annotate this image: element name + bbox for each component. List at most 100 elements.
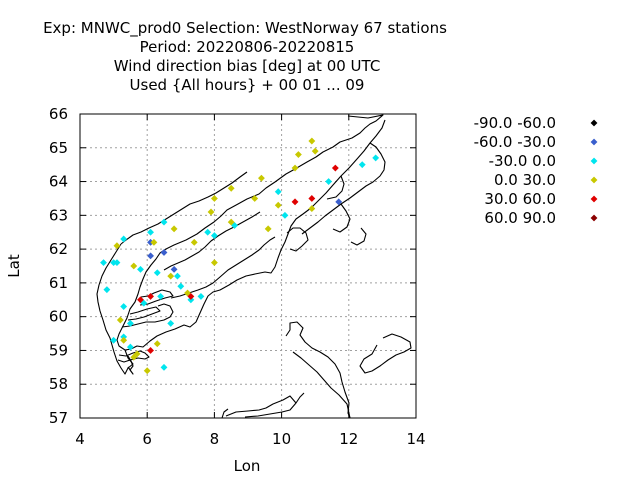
station-point	[174, 272, 181, 280]
y-tick-label: 58	[49, 375, 68, 393]
legend-label: -90.0 -60.0	[474, 114, 556, 132]
station-point	[358, 161, 366, 169]
coastline-map	[96, 114, 412, 419]
station-point	[147, 292, 154, 300]
legend-label: 0.0 30.0	[494, 171, 556, 189]
x-tick-label: 10	[272, 430, 291, 448]
station-point	[184, 289, 191, 297]
x-axis-label: Lon	[234, 457, 261, 475]
station-point	[120, 336, 128, 344]
legend-marker	[590, 119, 598, 127]
station-point	[170, 265, 178, 273]
station-point	[147, 252, 154, 260]
station-point	[308, 195, 316, 202]
y-tick-label: 57	[49, 409, 68, 427]
station-point	[153, 269, 161, 277]
legend-marker	[590, 157, 598, 165]
station-point	[140, 299, 148, 307]
station-point	[100, 259, 107, 267]
station-point	[207, 208, 215, 216]
axis-tick-labels: 4 6 8 10 12 14 57 58 59 60 61 62 63 64 65 66	[49, 105, 426, 448]
station-point	[137, 296, 144, 304]
y-axis-label: Lat	[5, 254, 23, 278]
station-point	[126, 319, 134, 327]
station-point	[308, 205, 316, 213]
legend-marker	[590, 176, 598, 184]
x-tick-label: 8	[210, 430, 220, 448]
station-point	[210, 259, 218, 267]
station-point	[133, 350, 141, 358]
title-line-3: Wind direction bias [deg] at 00 UTC	[114, 57, 381, 75]
y-tick-label: 63	[49, 206, 68, 224]
station-point	[150, 238, 158, 246]
station-point	[251, 195, 259, 202]
title-line-4: Used {All hours} + 00 01 ... 09	[130, 76, 365, 94]
station-point	[227, 184, 235, 192]
legend: -90.0 -60.0-60.0 -30.0-30.0 0.00.0 30.03…	[474, 114, 598, 227]
axis-ticks	[79, 113, 417, 419]
station-point	[294, 151, 302, 158]
station-point	[274, 201, 282, 209]
station-points	[100, 137, 380, 375]
station-point	[231, 222, 238, 229]
x-tick-label: 12	[339, 430, 358, 448]
station-point	[167, 272, 175, 280]
y-tick-label: 66	[49, 105, 68, 123]
station-point	[170, 225, 178, 233]
station-point	[147, 347, 154, 354]
y-tick-label: 65	[49, 139, 68, 157]
y-tick-label: 61	[49, 274, 68, 292]
x-tick-label: 4	[75, 430, 85, 448]
station-point	[227, 218, 235, 226]
station-point	[126, 343, 134, 351]
legend-marker	[590, 138, 598, 146]
y-tick-label: 62	[49, 240, 68, 258]
station-point	[308, 137, 316, 145]
legend-marker	[590, 195, 598, 203]
station-point	[258, 174, 265, 182]
station-point	[325, 178, 333, 185]
station-point	[160, 249, 168, 256]
legend-label: -60.0 -30.0	[474, 133, 556, 151]
station-point	[113, 259, 121, 267]
station-point	[190, 238, 198, 246]
station-point	[120, 235, 128, 243]
station-point	[116, 316, 124, 324]
station-point	[197, 292, 205, 300]
plot-area-frame	[79, 113, 417, 419]
station-point	[291, 164, 299, 172]
station-point	[110, 336, 118, 344]
y-tick-label: 64	[49, 173, 68, 191]
station-point	[167, 319, 175, 327]
station-point	[143, 367, 151, 375]
station-point	[130, 353, 138, 361]
station-point	[204, 228, 212, 236]
station-point	[160, 218, 168, 226]
station-point	[113, 242, 121, 250]
station-point	[153, 340, 161, 348]
legend-label: 60.0 90.0	[484, 209, 556, 227]
station-point	[130, 262, 138, 270]
station-point	[274, 188, 282, 196]
title-line-2: Period: 20220806-20220815	[140, 38, 355, 56]
station-point	[120, 303, 128, 310]
station-point	[157, 292, 165, 300]
title-block: Exp: MNWC_prod0 Selection: WestNorway 67…	[43, 19, 447, 94]
title-line-1: Exp: MNWC_prod0 Selection: WestNorway 67…	[43, 19, 447, 38]
station-point	[137, 265, 144, 273]
station-point	[210, 195, 218, 202]
station-point	[160, 363, 168, 371]
x-tick-label: 14	[406, 430, 425, 448]
legend-label: 30.0 60.0	[484, 190, 556, 208]
station-point	[291, 198, 299, 206]
station-point	[187, 292, 195, 300]
station-point	[147, 228, 154, 236]
x-tick-label: 6	[142, 430, 152, 448]
station-point	[331, 164, 339, 172]
station-point	[210, 232, 218, 240]
y-tick-label: 60	[49, 308, 68, 326]
station-point	[335, 198, 343, 206]
station-point	[281, 211, 289, 219]
station-point	[103, 286, 111, 294]
